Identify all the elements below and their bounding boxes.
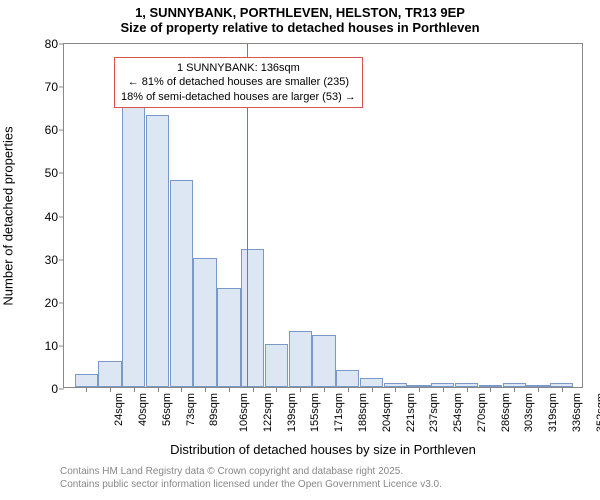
title-line-1: 1, SUNNYBANK, PORTHLEVEN, HELSTON, TR13 … xyxy=(0,5,600,20)
x-tick-label: 303sqm xyxy=(524,393,536,432)
x-tick-mark xyxy=(443,387,444,392)
x-tick-mark xyxy=(158,387,159,392)
x-tick-label: 106sqm xyxy=(238,393,250,432)
x-tick-mark xyxy=(181,387,182,392)
x-tick-mark xyxy=(300,387,301,392)
x-tick-mark xyxy=(205,387,206,392)
x-tick-label: 188sqm xyxy=(357,393,369,432)
histogram-bar xyxy=(265,344,288,387)
histogram-bar xyxy=(170,180,193,387)
x-tick-label: 24sqm xyxy=(113,393,125,426)
x-tick-label: 122sqm xyxy=(262,393,274,432)
y-tick-mark xyxy=(59,216,64,217)
x-tick-mark xyxy=(467,387,468,392)
x-tick-label: 204sqm xyxy=(381,393,393,432)
histogram-bar xyxy=(75,374,98,387)
x-tick-mark xyxy=(490,387,491,392)
x-tick-mark xyxy=(514,387,515,392)
x-tick-mark xyxy=(395,387,396,392)
x-tick-label: 352sqm xyxy=(595,393,600,432)
x-tick-mark xyxy=(86,387,87,392)
annotation-line: ← 81% of detached houses are smaller (23… xyxy=(121,75,356,89)
chart-titles: 1, SUNNYBANK, PORTHLEVEN, HELSTON, TR13 … xyxy=(0,5,600,35)
y-tick-mark xyxy=(59,389,64,390)
x-tick-mark xyxy=(110,387,111,392)
x-tick-label: 40sqm xyxy=(137,393,149,426)
x-tick-label: 270sqm xyxy=(476,393,488,432)
x-axis-label: Distribution of detached houses by size … xyxy=(63,442,583,457)
x-tick-label: 237sqm xyxy=(428,393,440,432)
x-tick-label: 336sqm xyxy=(571,393,583,432)
y-tick-mark xyxy=(59,173,64,174)
x-tick-label: 73sqm xyxy=(185,393,197,426)
x-tick-mark xyxy=(538,387,539,392)
footer-line-1: Contains HM Land Registry data © Crown c… xyxy=(60,465,442,478)
histogram-bar xyxy=(289,331,312,387)
histogram-bar xyxy=(122,107,145,387)
y-tick-mark xyxy=(59,130,64,131)
x-tick-mark xyxy=(348,387,349,392)
x-tick-mark xyxy=(562,387,563,392)
annotation-box: 1 SUNNYBANK: 136sqm← 81% of detached hou… xyxy=(114,57,363,108)
histogram-bar xyxy=(360,378,383,387)
y-tick-mark xyxy=(59,345,64,346)
x-tick-label: 89sqm xyxy=(208,393,220,426)
x-tick-mark xyxy=(229,387,230,392)
histogram-bar xyxy=(312,335,335,387)
annotation-line: 1 SUNNYBANK: 136sqm xyxy=(121,61,356,75)
title-line-2: Size of property relative to detached ho… xyxy=(0,20,600,35)
y-tick-mark xyxy=(59,302,64,303)
x-tick-label: 155sqm xyxy=(310,393,322,432)
histogram-bar xyxy=(336,370,359,387)
x-tick-mark xyxy=(419,387,420,392)
x-tick-label: 286sqm xyxy=(500,393,512,432)
histogram-bar xyxy=(146,115,169,387)
x-tick-label: 319sqm xyxy=(547,393,559,432)
x-tick-label: 254sqm xyxy=(452,393,464,432)
y-tick-mark xyxy=(59,87,64,88)
y-tick-mark xyxy=(59,44,64,45)
x-tick-mark xyxy=(324,387,325,392)
footer-attribution: Contains HM Land Registry data © Crown c… xyxy=(60,465,442,491)
histogram-bar xyxy=(241,249,264,387)
histogram-bar xyxy=(193,258,216,387)
x-tick-label: 56sqm xyxy=(161,393,173,426)
x-tick-label: 171sqm xyxy=(333,393,345,432)
x-tick-mark xyxy=(134,387,135,392)
x-tick-label: 139sqm xyxy=(286,393,298,432)
histogram-bar xyxy=(98,361,121,387)
annotation-line: 18% of semi-detached houses are larger (… xyxy=(121,90,356,104)
histogram-bar xyxy=(217,288,240,387)
x-tick-label: 221sqm xyxy=(405,393,417,432)
x-tick-mark xyxy=(372,387,373,392)
plot-area: 0102030405060708024sqm40sqm56sqm73sqm89s… xyxy=(63,43,583,388)
x-tick-mark xyxy=(253,387,254,392)
footer-line-2: Contains public sector information licen… xyxy=(60,478,442,491)
y-axis-label: Number of detached properties xyxy=(1,126,16,305)
x-tick-mark xyxy=(276,387,277,392)
y-tick-mark xyxy=(59,259,64,260)
